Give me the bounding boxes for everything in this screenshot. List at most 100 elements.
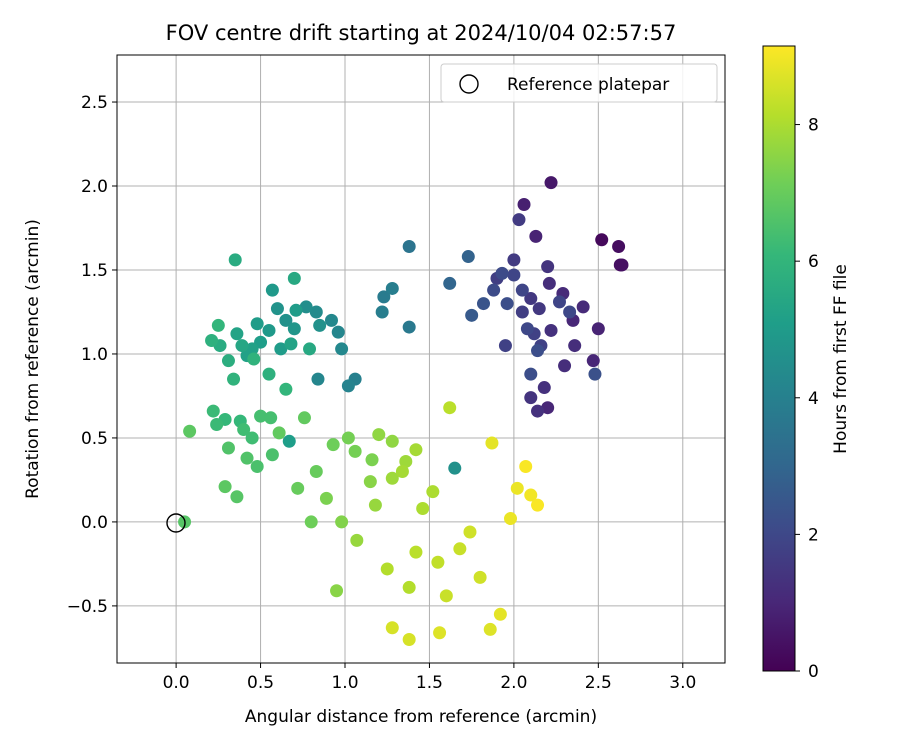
scatter-point xyxy=(529,229,543,243)
scatter-point xyxy=(507,268,521,282)
scatter-point xyxy=(272,426,286,440)
y-tick-label: 0.0 xyxy=(81,513,108,533)
y-tick-label: −0.5 xyxy=(67,597,108,617)
scatter-point xyxy=(211,318,225,332)
scatter-point xyxy=(254,409,268,423)
scatter-point xyxy=(282,434,296,448)
scatter-point xyxy=(524,488,538,502)
scatter-point xyxy=(309,305,323,319)
scatter-point xyxy=(443,401,457,415)
scatter-point xyxy=(473,570,487,584)
colorbar-tick-label: 8 xyxy=(808,116,819,136)
scatter-point xyxy=(544,176,558,190)
y-tick-label: 2.0 xyxy=(81,177,108,197)
scatter-point xyxy=(532,302,546,316)
scatter-point xyxy=(341,379,355,393)
scatter-point xyxy=(279,382,293,396)
scatter-point xyxy=(612,239,626,253)
y-tick-label: 1.0 xyxy=(81,345,108,365)
scatter-point xyxy=(309,465,323,479)
x-tick-label: 1.5 xyxy=(416,673,443,693)
legend-entry-label: Reference platepar xyxy=(507,75,669,95)
colorbar-gradient xyxy=(762,45,796,672)
scatter-point xyxy=(385,621,399,635)
x-tick-label: 1.0 xyxy=(331,673,358,693)
scatter-point xyxy=(409,545,423,559)
scatter-point xyxy=(247,352,261,366)
scatter-point xyxy=(303,342,317,356)
scatter-point xyxy=(227,372,241,386)
legend: Reference platepar xyxy=(440,63,718,103)
scatter-point xyxy=(324,313,338,327)
scatter-point xyxy=(330,584,344,598)
colorbar-tick-label: 2 xyxy=(808,525,819,545)
scatter-point xyxy=(304,515,318,529)
scatter-point xyxy=(409,443,423,457)
scatter-point xyxy=(326,438,340,452)
scatter-point xyxy=(363,475,377,489)
scatter-point xyxy=(230,327,244,341)
scatter-point xyxy=(431,555,445,569)
x-tick-label: 2.0 xyxy=(500,673,527,693)
scatter-point xyxy=(210,418,224,432)
scatter-point xyxy=(586,354,600,368)
scatter-point xyxy=(250,317,264,331)
scatter-point xyxy=(517,197,531,211)
scatter-point xyxy=(265,448,279,462)
scatter-point xyxy=(563,305,577,319)
scatter-point xyxy=(524,367,538,381)
scatter-point xyxy=(443,276,457,290)
plot-frame xyxy=(116,54,726,664)
y-tick-label: 1.5 xyxy=(81,261,108,281)
scatter-point xyxy=(218,480,232,494)
scatter-point xyxy=(515,283,529,297)
y-tick-label: 0.5 xyxy=(81,429,108,449)
scatter-point xyxy=(402,580,416,594)
scatter-point xyxy=(235,339,249,353)
scatter-point xyxy=(463,525,477,539)
scatter-point xyxy=(183,424,197,438)
colorbar-tick-label: 6 xyxy=(808,252,819,272)
scatter-point xyxy=(524,292,538,306)
scatter-point xyxy=(264,411,278,425)
scatter-point xyxy=(595,233,609,247)
reference-platepar-marker xyxy=(166,513,186,533)
scatter-point xyxy=(402,239,416,253)
scatter-point xyxy=(524,391,538,405)
y-tick-label: 2.5 xyxy=(81,93,108,113)
scatter-point xyxy=(240,451,254,465)
scatter-point xyxy=(274,342,288,356)
scatter-point xyxy=(341,431,355,445)
scatter-point xyxy=(485,436,499,450)
colorbar-label: Hours from first FF file xyxy=(831,264,851,454)
plot-area xyxy=(117,55,725,663)
colorbar-tick-label: 0 xyxy=(808,662,819,682)
scatter-point xyxy=(375,305,389,319)
scatter-point xyxy=(287,271,301,285)
legend-box xyxy=(440,63,718,103)
scatter-point xyxy=(531,344,545,358)
scatter-point xyxy=(465,308,479,322)
scatter-point xyxy=(299,300,313,314)
scatter-point xyxy=(221,354,235,368)
y-axis-ticks: −0.5 0.0 0.5 1.0 1.5 2.0 2.5 xyxy=(67,93,117,617)
scatter-point xyxy=(265,283,279,297)
scatter-point xyxy=(348,444,362,458)
scatter-point xyxy=(433,626,447,640)
scatter-point xyxy=(377,290,391,304)
scatter-point xyxy=(402,632,416,646)
scatter-point xyxy=(544,323,558,337)
scatter-point xyxy=(399,454,413,468)
scatter-point xyxy=(510,481,524,495)
scatter-point xyxy=(541,401,555,415)
chart-title: FOV centre drift starting at 2024/10/04 … xyxy=(166,21,677,45)
scatter-point xyxy=(519,459,533,473)
scatter-point xyxy=(287,322,301,336)
legend-marker-icon xyxy=(459,74,479,94)
scatter-point xyxy=(591,322,605,336)
scatter-point xyxy=(221,441,235,455)
colorbar-ticks: 0 2 4 6 8 xyxy=(795,116,819,682)
x-tick-label: 3.0 xyxy=(669,673,696,693)
scatter-point xyxy=(558,359,572,373)
colorbar: 0 2 4 6 8 Hours from first FF file xyxy=(762,45,851,682)
